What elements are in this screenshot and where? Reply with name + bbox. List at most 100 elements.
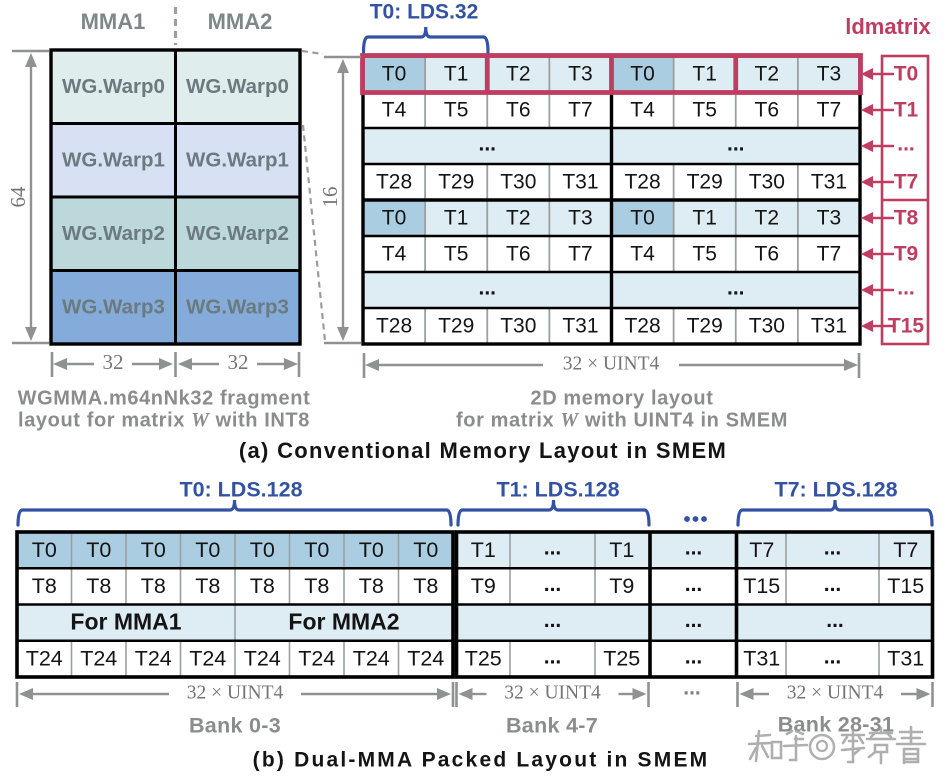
svg-text:T5: T5 [692, 99, 717, 122]
svg-text:MMA2: MMA2 [208, 9, 273, 34]
svg-text:T0: T0 [304, 538, 329, 562]
svg-text:T2: T2 [506, 207, 531, 230]
svg-text:ldmatrix: ldmatrix [845, 14, 931, 39]
svg-text:T29: T29 [687, 171, 723, 194]
svg-text:For MMA2: For MMA2 [288, 609, 399, 635]
svg-text:T5: T5 [444, 243, 469, 266]
svg-text:(b) Dual-MMA Packed Layout in: (b) Dual-MMA Packed Layout in SMEM [253, 749, 710, 772]
svg-text:T0: T0 [382, 63, 407, 86]
svg-text:T0: T0 [894, 63, 919, 86]
svg-text:T24: T24 [298, 647, 335, 671]
svg-text:T30: T30 [500, 171, 536, 194]
svg-text:T8: T8 [86, 574, 111, 598]
svg-text:(a) Conventional Memory Layout: (a) Conventional Memory Layout in SMEM [239, 438, 727, 463]
svg-text:...: ... [478, 133, 496, 156]
svg-text:T4: T4 [382, 243, 407, 266]
svg-text:T1: T1 [692, 207, 717, 230]
svg-text:T31: T31 [811, 171, 847, 194]
svg-text:T15: T15 [888, 315, 925, 338]
svg-text:WG.Warp2: WG.Warp2 [186, 222, 289, 245]
svg-text:T7: T7 [749, 538, 774, 562]
svg-text:T2: T2 [755, 207, 780, 230]
svg-text:T6: T6 [755, 243, 780, 266]
svg-text:T31: T31 [562, 171, 598, 194]
svg-text:T31: T31 [562, 315, 598, 338]
svg-text:T31: T31 [887, 647, 924, 671]
svg-text:T9: T9 [471, 574, 496, 598]
svg-text:T1: LDS.128: T1: LDS.128 [496, 478, 619, 502]
svg-text:T6: T6 [755, 99, 780, 122]
svg-text:T4: T4 [382, 99, 407, 122]
svg-text:T24: T24 [135, 647, 172, 671]
svg-text:...: ... [824, 645, 842, 668]
svg-text:T0: T0 [382, 207, 407, 230]
svg-text:T3: T3 [817, 207, 842, 230]
svg-text:T0: T0 [630, 63, 655, 86]
svg-text:...: ... [824, 573, 842, 596]
svg-text:T9: T9 [894, 243, 919, 266]
svg-text:T3: T3 [568, 207, 593, 230]
svg-text:T0: T0 [141, 538, 166, 562]
svg-text:for matrix W with UINT4 in SME: for matrix W with UINT4 in SMEM [456, 409, 788, 432]
svg-text:...: ... [897, 133, 915, 156]
svg-text:T0: T0 [630, 207, 655, 230]
svg-text:T2: T2 [506, 63, 531, 86]
svg-text:...: ... [544, 537, 562, 560]
svg-text:32 × UINT4: 32 × UINT4 [187, 682, 284, 703]
svg-text:T0: T0 [32, 538, 57, 562]
svg-text:...: ... [478, 277, 496, 300]
svg-text:T7: T7 [894, 171, 919, 194]
svg-text:T7: LDS.128: T7: LDS.128 [774, 478, 897, 502]
svg-text:T1: T1 [609, 538, 634, 562]
svg-text:T24: T24 [26, 647, 63, 671]
svg-text:T3: T3 [817, 63, 842, 86]
svg-text:T8: T8 [141, 574, 166, 598]
svg-text:...: ... [544, 609, 562, 632]
svg-text:...: ... [683, 677, 701, 700]
svg-text:T0: T0 [250, 538, 275, 562]
svg-text:...: ... [685, 573, 703, 596]
svg-text:T24: T24 [189, 647, 226, 671]
svg-text:WG.Warp1: WG.Warp1 [62, 149, 165, 172]
svg-text:T3: T3 [568, 63, 593, 86]
svg-text:T8: T8 [413, 574, 438, 598]
svg-text:T6: T6 [506, 243, 531, 266]
svg-text:T7: T7 [817, 99, 842, 122]
svg-text:T0: T0 [359, 538, 384, 562]
svg-text:T4: T4 [630, 99, 655, 122]
svg-text:Bank 0-3: Bank 0-3 [189, 714, 281, 738]
svg-text:T8: T8 [359, 574, 384, 598]
svg-text:2D memory layout: 2D memory layout [531, 387, 714, 409]
svg-text:T28: T28 [376, 171, 412, 194]
svg-text:T24: T24 [407, 647, 444, 671]
svg-text:...: ... [727, 133, 745, 156]
svg-text:T0: T0 [86, 538, 111, 562]
svg-text:T29: T29 [687, 315, 723, 338]
svg-text:T7: T7 [568, 243, 593, 266]
svg-text:32 × UINT4: 32 × UINT4 [504, 682, 601, 703]
svg-text:Bank 4-7: Bank 4-7 [506, 714, 598, 738]
svg-text:...: ... [544, 645, 562, 668]
svg-text:T28: T28 [376, 315, 412, 338]
svg-text:T29: T29 [438, 171, 474, 194]
svg-text:...: ... [685, 609, 703, 632]
svg-text:T0: T0 [195, 538, 220, 562]
svg-text:T28: T28 [624, 315, 660, 338]
svg-text:T9: T9 [609, 574, 634, 598]
svg-text:T6: T6 [506, 99, 531, 122]
svg-text:WG.Warp3: WG.Warp3 [62, 296, 165, 319]
svg-text:T8: T8 [304, 574, 329, 598]
svg-text:T30: T30 [500, 315, 536, 338]
svg-text:32: 32 [228, 350, 249, 374]
svg-text:T25: T25 [603, 647, 640, 671]
svg-text:...: ... [824, 537, 842, 560]
svg-text:T24: T24 [244, 647, 281, 671]
svg-text:T0: T0 [413, 538, 438, 562]
svg-text:T4: T4 [630, 243, 655, 266]
svg-text:T8: T8 [250, 574, 275, 598]
svg-text:T31: T31 [811, 315, 847, 338]
svg-text:T8: T8 [32, 574, 57, 598]
svg-text:WG.Warp3: WG.Warp3 [186, 296, 289, 319]
svg-text:...: ... [826, 609, 844, 632]
svg-text:T2: T2 [755, 63, 780, 86]
